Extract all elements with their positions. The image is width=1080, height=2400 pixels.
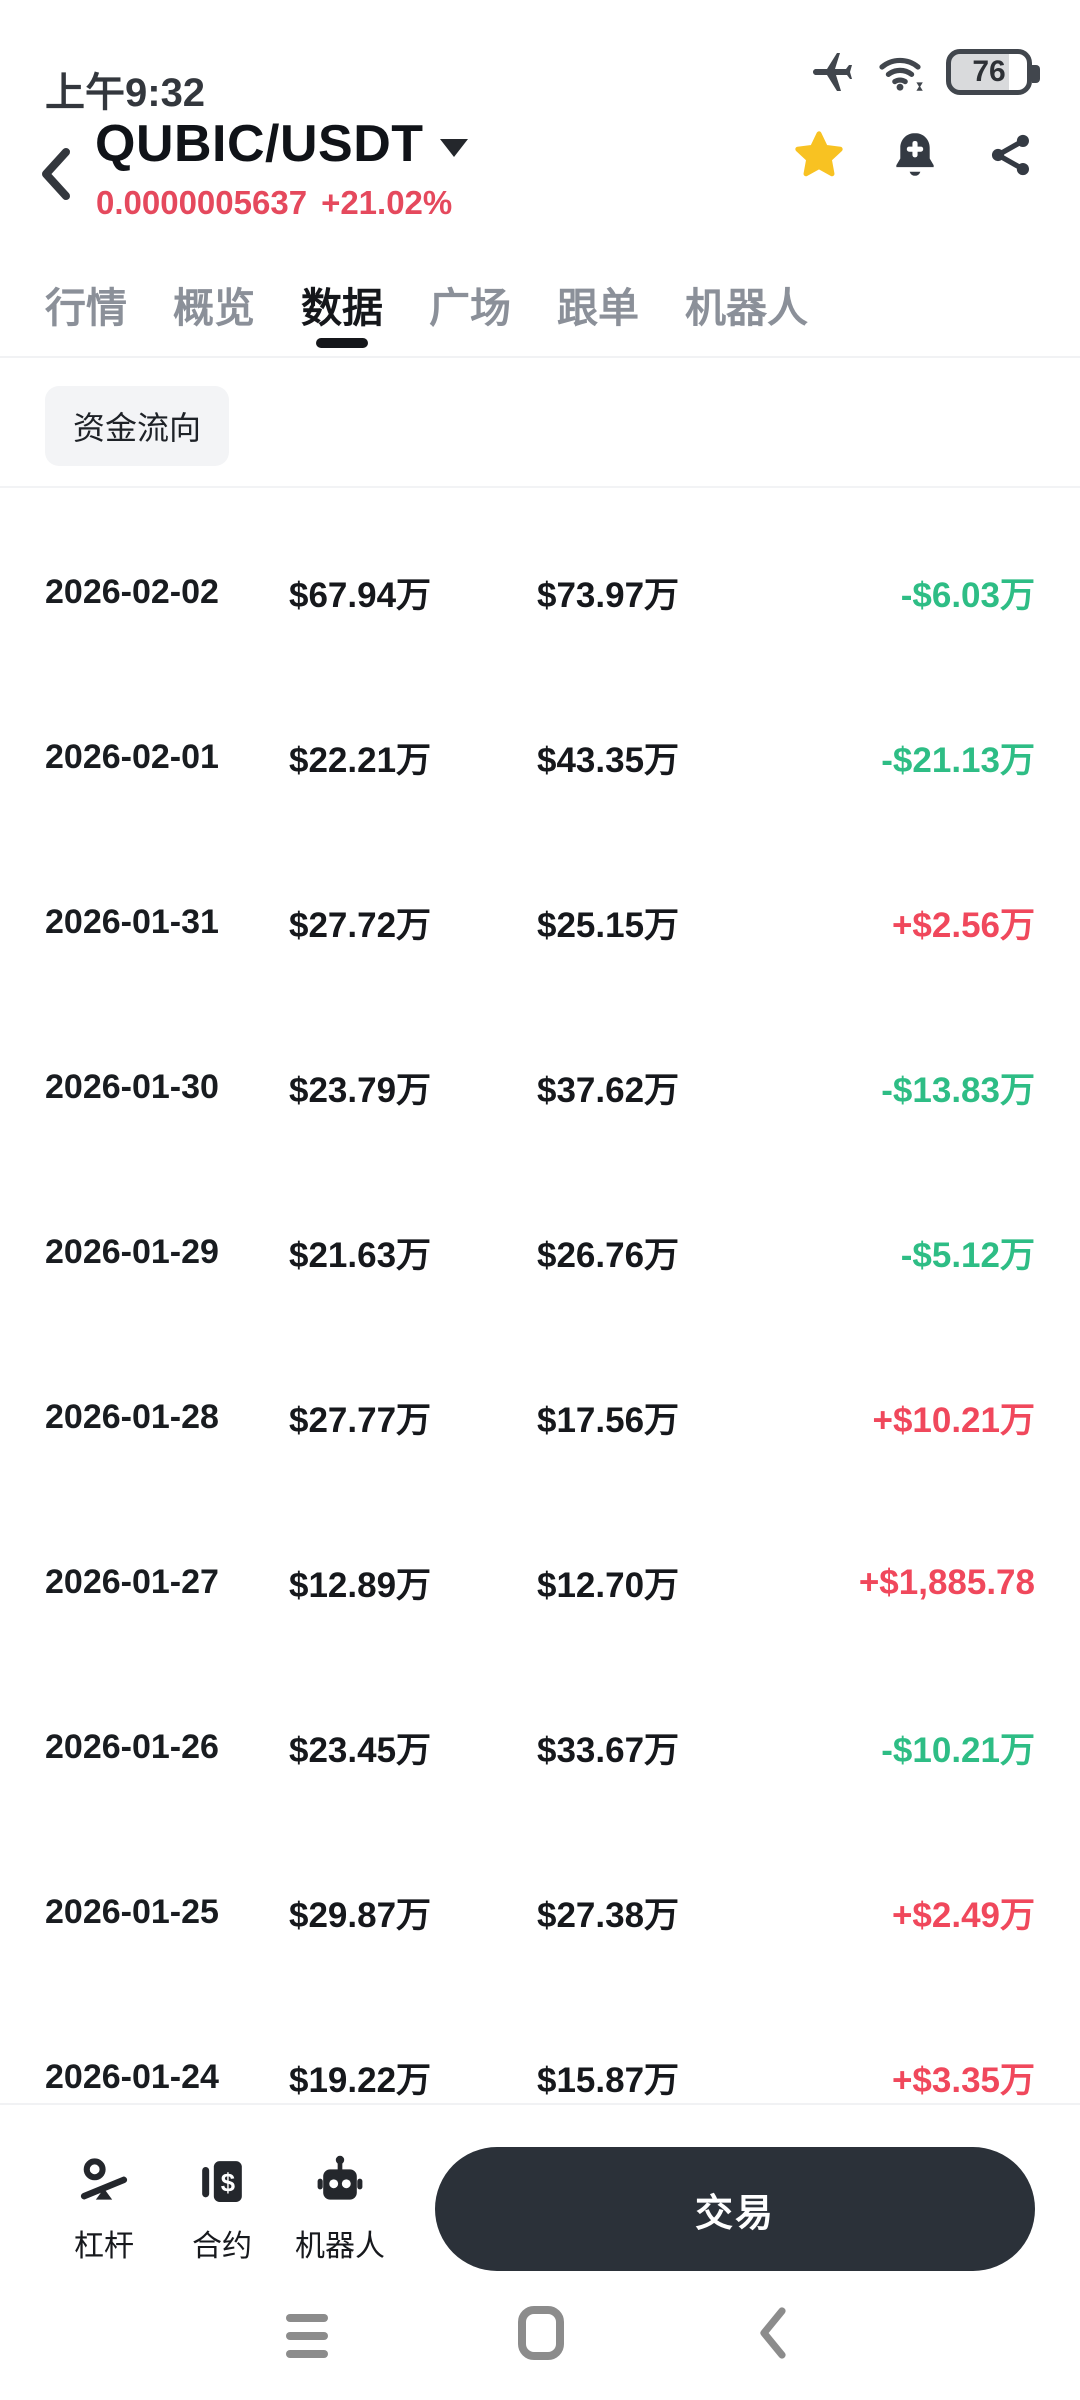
row-value-2: $73.97万 (537, 576, 680, 615)
row-value-1: $67.94万 (289, 576, 432, 615)
tab-data[interactable]: 数据 (301, 252, 383, 356)
table-row: 2026-01-29 $21.63万 $26.76万 -$5.12万 (0, 1170, 1080, 1335)
trading-bot-icon (312, 2153, 368, 2209)
table-row: 2026-02-02 $67.94万 $73.97万 -$6.03万 (0, 510, 1080, 675)
bottom-action-bar: 杠杆 $ 合约 机器人 交易 (0, 2103, 1080, 2313)
table-row: 2026-02-01 $22.21万 $43.35万 -$21.13万 (0, 675, 1080, 840)
fund-flow-table[interactable]: 2026-02-02 $67.94万 $73.97万 -$6.03万 2026-… (0, 488, 1080, 2160)
recents-menu-icon[interactable] (286, 2314, 328, 2358)
row-date: 2026-01-30 (45, 1068, 219, 1106)
row-date: 2026-01-27 (45, 1563, 219, 1601)
tab-market[interactable]: 行情 (45, 285, 127, 331)
action-label: 机器人 (295, 2230, 385, 2263)
row-net-flow: +$2.56万 (891, 906, 1035, 945)
favorite-star-icon[interactable] (790, 126, 848, 184)
row-value-2: $25.15万 (537, 906, 680, 945)
row-value-2: $12.70万 (537, 1566, 680, 1605)
bot-button[interactable]: 机器人 (281, 2153, 399, 2265)
row-value-2: $26.76万 (537, 1236, 680, 1275)
row-value-1: $21.63万 (289, 1236, 432, 1275)
row-value-2: $17.56万 (537, 1401, 680, 1440)
section-tabs: 行情 概览 数据 广场 跟单 机器人 (0, 252, 1080, 358)
action-label: 杠杆 (74, 2230, 134, 2263)
row-net-flow: -$10.21万 (881, 1731, 1035, 1770)
table-row: 2026-01-31 $27.72万 $25.15万 +$2.56万 (0, 840, 1080, 1005)
futures-button[interactable]: $ 合约 (163, 2153, 281, 2265)
row-value-1: $19.22万 (289, 2061, 432, 2100)
row-date: 2026-01-24 (45, 2058, 219, 2096)
row-date: 2026-01-29 (45, 1233, 219, 1271)
chevron-down-icon (439, 139, 468, 157)
fund-flow-chip[interactable]: 资金流向 (45, 386, 230, 466)
price-alert-bell-icon[interactable] (886, 126, 944, 184)
row-value-1: $29.87万 (289, 1896, 432, 1935)
price-change-percent: +21.02% (321, 184, 453, 221)
wifi-icon (876, 48, 928, 96)
clock-time: 上午9:32 (45, 71, 206, 115)
table-row: 2026-01-25 $29.87万 $27.38万 +$2.49万 (0, 1830, 1080, 1995)
row-date: 2026-02-01 (45, 738, 219, 776)
svg-text:$: $ (221, 2170, 235, 2198)
row-net-flow: +$2.49万 (891, 1896, 1035, 1935)
battery-percent: 76 (972, 55, 1006, 88)
pair-header: QUBIC/USDT 0.0000005637 +21.02% (0, 112, 1080, 234)
row-value-2: $37.62万 (537, 1071, 680, 1110)
row-date: 2026-01-26 (45, 1728, 219, 1766)
back-icon[interactable] (38, 146, 74, 202)
row-net-flow: -$21.13万 (881, 741, 1035, 780)
row-net-flow: -$13.83万 (881, 1071, 1035, 1110)
row-value-2: $27.38万 (537, 1896, 680, 1935)
row-value-1: $12.89万 (289, 1566, 432, 1605)
airplane-mode-icon (810, 48, 858, 96)
battery-icon: 76 (946, 49, 1040, 95)
table-row: 2026-01-27 $12.89万 $12.70万 +$1,885.78 (0, 1500, 1080, 1665)
row-net-flow: +$1,885.78 (858, 1562, 1035, 1602)
row-value-1: $23.45万 (289, 1731, 432, 1770)
tab-copy-trading[interactable]: 跟单 (557, 285, 639, 331)
row-value-1: $22.21万 (289, 741, 432, 780)
price-line: 0.0000005637 +21.02% (96, 184, 452, 222)
tab-overview[interactable]: 概览 (173, 285, 255, 331)
row-net-flow: +$10.21万 (872, 1401, 1036, 1440)
back-chevron-icon[interactable] (756, 2306, 790, 2360)
row-net-flow: -$6.03万 (900, 576, 1035, 615)
pair-selector[interactable]: QUBIC/USDT (95, 114, 468, 174)
row-value-2: $33.67万 (537, 1731, 680, 1770)
row-net-flow: +$3.35万 (891, 2061, 1035, 2100)
row-date: 2026-02-02 (45, 573, 219, 611)
row-date: 2026-01-25 (45, 1893, 219, 1931)
row-date: 2026-01-28 (45, 1398, 219, 1436)
pair-title: QUBIC/USDT (95, 115, 424, 173)
action-label: 合约 (192, 2230, 252, 2263)
tab-square[interactable]: 广场 (429, 285, 511, 331)
filter-row: 资金流向 (0, 360, 1080, 488)
margin-leverage-icon (76, 2153, 132, 2209)
row-net-flow: -$5.12万 (900, 1236, 1035, 1275)
table-row: 2026-01-26 $23.45万 $33.67万 -$10.21万 (0, 1665, 1080, 1830)
system-nav-bar (0, 2296, 1080, 2386)
margin-button[interactable]: 杠杆 (45, 2153, 163, 2265)
home-square-icon[interactable] (518, 2306, 564, 2360)
table-row: 2026-01-24 $19.22万 $15.87万 +$3.35万 (0, 1995, 1080, 2160)
row-date: 2026-01-31 (45, 903, 219, 941)
row-value-1: $23.79万 (289, 1071, 432, 1110)
table-row: 2026-01-30 $23.79万 $37.62万 -$13.83万 (0, 1005, 1080, 1170)
last-price: 0.0000005637 (96, 184, 308, 221)
row-value-2: $15.87万 (537, 2061, 680, 2100)
row-value-1: $27.72万 (289, 906, 432, 945)
table-row: 2026-01-28 $27.77万 $17.56万 +$10.21万 (0, 1335, 1080, 1500)
row-value-2: $43.35万 (537, 741, 680, 780)
tab-bots[interactable]: 机器人 (685, 285, 808, 331)
status-bar: 上午9:32 76 (0, 0, 1080, 115)
row-value-1: $27.77万 (289, 1401, 432, 1440)
trade-button[interactable]: 交易 (435, 2147, 1035, 2271)
futures-contract-icon: $ (194, 2153, 250, 2209)
share-icon[interactable] (982, 126, 1040, 184)
